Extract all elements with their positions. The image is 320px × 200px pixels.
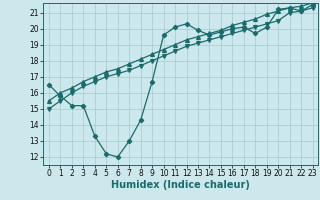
X-axis label: Humidex (Indice chaleur): Humidex (Indice chaleur)	[111, 180, 250, 190]
